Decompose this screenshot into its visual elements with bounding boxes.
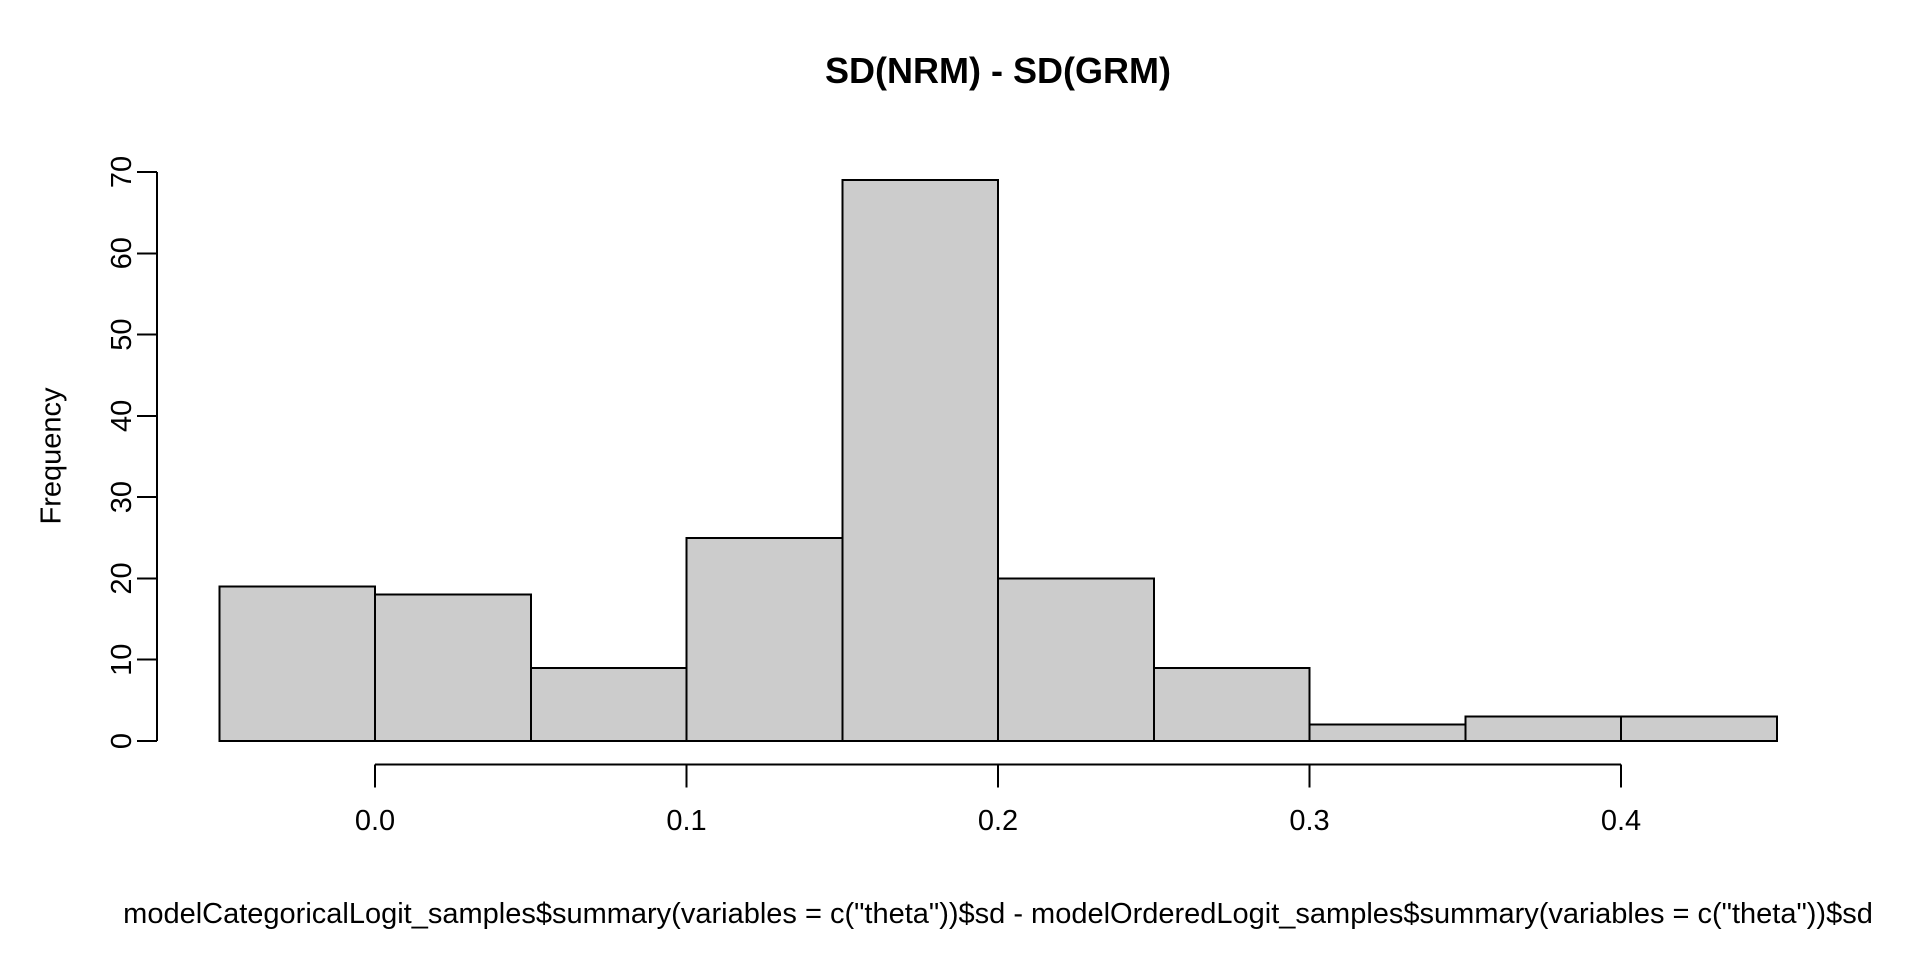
x-tick-label: 0.2 — [978, 805, 1018, 837]
y-tick-label: 50 — [106, 318, 138, 350]
x-axis-title: modelCategoricalLogit_samples$summary(va… — [123, 898, 1873, 930]
y-tick-label: 30 — [106, 481, 138, 513]
y-axis-title: Frequency — [35, 387, 68, 525]
y-tick-label: 0 — [106, 733, 138, 749]
histogram-bar — [374, 593, 532, 743]
histogram-bar — [685, 536, 844, 742]
y-tick-label: 10 — [106, 644, 138, 676]
y-tick-label: 70 — [106, 156, 138, 188]
histogram-bar — [1308, 723, 1467, 743]
x-tick-label: 0.3 — [1289, 805, 1329, 837]
histogram-bar — [997, 577, 1155, 743]
y-tick-label: 20 — [106, 562, 138, 594]
histogram-bar — [218, 585, 377, 742]
histogram-bar — [1152, 666, 1311, 742]
y-tick-label: 60 — [106, 237, 138, 269]
y-tick-label: 40 — [106, 400, 138, 432]
x-tick-label: 0.4 — [1601, 805, 1641, 837]
x-tick-label: 0.1 — [666, 805, 706, 837]
chart-title: SD(NRM) - SD(GRM) — [825, 50, 1171, 91]
histogram-bar — [1620, 715, 1778, 742]
histogram-bar — [529, 666, 688, 742]
x-tick-label: 0.0 — [355, 805, 395, 837]
histogram-bar — [841, 179, 1000, 743]
histogram-bar — [1464, 715, 1623, 742]
